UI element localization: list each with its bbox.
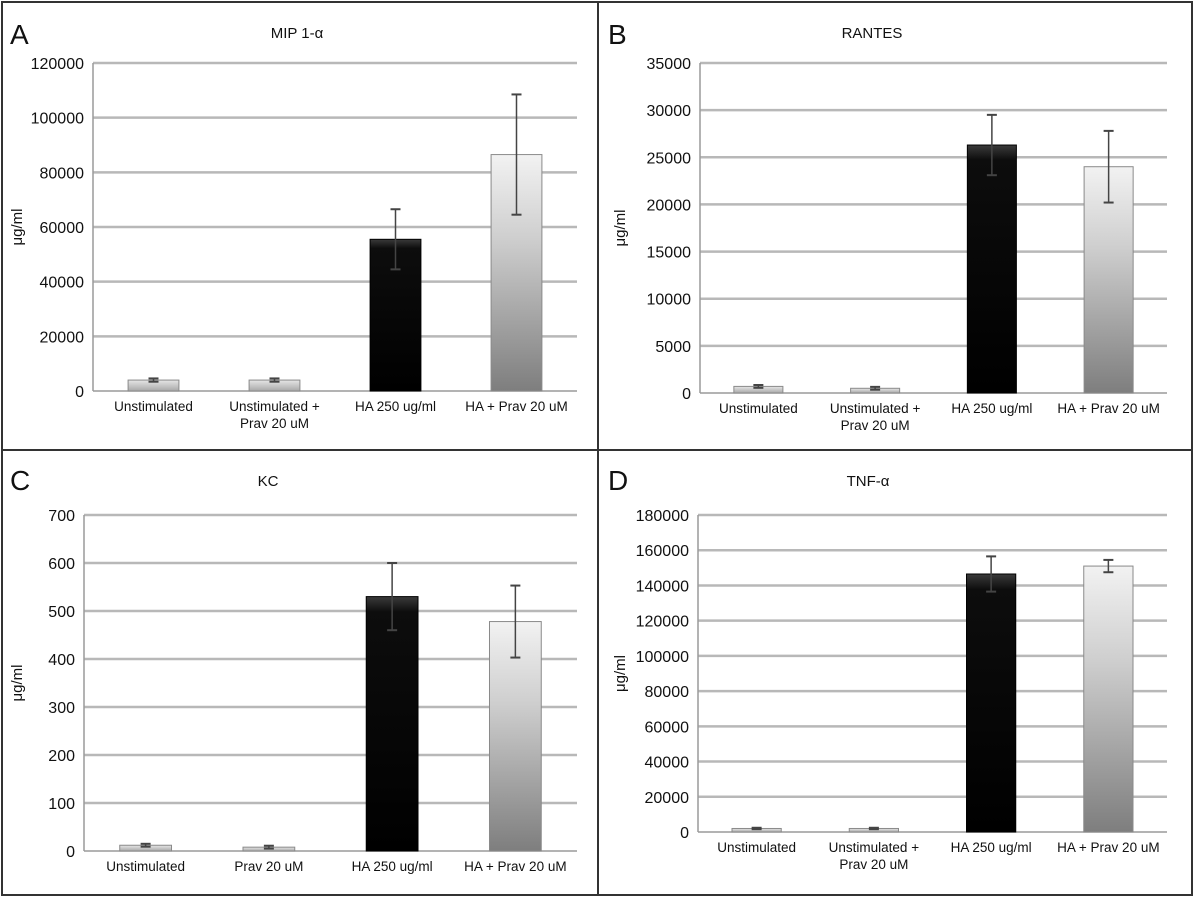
y-tick-label: 0 <box>680 825 689 842</box>
chart-panel-b: B RANTES μg/ml 0 5000 10000 15000 20000 25000 300… <box>597 1 1193 451</box>
y-tick-label: 80000 <box>645 684 690 701</box>
x-tick-label: Unstimulated <box>719 401 798 416</box>
x-tick-label: Unstimulated + <box>830 401 921 416</box>
y-tick-label: 80000 <box>40 165 85 182</box>
y-tick-label: 40000 <box>40 275 85 292</box>
y-tick-label: 120000 <box>31 56 84 73</box>
x-tick-label: HA 250 ug/ml <box>352 859 433 874</box>
chart-title: TNF-α <box>847 473 890 490</box>
chart-title: KC <box>258 473 279 490</box>
x-tick-label: Unstimulated <box>717 840 796 855</box>
y-tick-label: 120000 <box>636 614 689 631</box>
y-tick-label: 60000 <box>645 719 690 736</box>
bar <box>966 144 1017 394</box>
x-tick-label: Prav 20 uM <box>240 416 309 431</box>
y-axis-label: μg/ml <box>9 209 26 246</box>
y-tick-label: 35000 <box>647 56 692 73</box>
x-tick-label: HA 250 ug/ml <box>951 840 1032 855</box>
y-tick-label: 15000 <box>647 245 692 262</box>
y-tick-label: 10000 <box>647 292 692 309</box>
x-tick-label: Unstimulated <box>106 859 185 874</box>
x-tick-label: Prav 20 uM <box>841 418 910 433</box>
y-tick-label: 0 <box>75 384 84 401</box>
x-tick-label: HA 250 ug/ml <box>355 399 436 414</box>
chart-panel-d: D TNF-α μg/ml 0 20000 40000 60000 80000 100000 12… <box>597 449 1193 896</box>
y-tick-label: 100 <box>48 796 75 813</box>
bar <box>369 238 422 392</box>
y-tick-label: 20000 <box>647 197 692 214</box>
y-tick-label: 20000 <box>645 790 690 807</box>
panel-border <box>597 449 1193 896</box>
bar <box>966 573 1017 833</box>
y-tick-label: 30000 <box>647 103 692 120</box>
y-axis-label: μg/ml <box>612 210 629 247</box>
y-tick-label: 200 <box>48 748 75 765</box>
y-tick-label: 700 <box>48 508 75 525</box>
x-tick-label: HA + Prav 20 uM <box>464 859 566 874</box>
chart-panel-a: A MIP 1-α μg/ml 0 20000 40000 60000 80000 100000… <box>1 1 599 451</box>
y-tick-label: 40000 <box>645 755 690 772</box>
bar <box>1083 565 1134 833</box>
chart-panel-c: C KC μg/ml 0 100 200 300 400 500 600 700 Unstimulat… <box>1 449 599 896</box>
y-tick-label: 500 <box>48 604 75 621</box>
x-tick-label: Unstimulated + <box>829 840 920 855</box>
y-tick-label: 180000 <box>636 508 689 525</box>
panel-letter: D <box>608 465 628 496</box>
y-tick-label: 100000 <box>636 649 689 666</box>
bar <box>488 621 542 852</box>
y-axis-label: μg/ml <box>612 655 629 692</box>
chart-title: RANTES <box>842 25 903 42</box>
bar <box>365 596 419 852</box>
bar <box>1083 166 1134 394</box>
y-axis-label: μg/ml <box>9 665 26 702</box>
panel-letter: B <box>608 19 627 50</box>
x-tick-label: HA 250 ug/ml <box>951 401 1032 416</box>
y-tick-label: 20000 <box>40 329 85 346</box>
chart-title: MIP 1-α <box>271 25 324 42</box>
y-tick-label: 160000 <box>636 543 689 560</box>
y-tick-label: 60000 <box>40 220 85 237</box>
x-tick-label: HA + Prav 20 uM <box>1057 840 1159 855</box>
y-tick-label: 0 <box>682 386 691 403</box>
x-tick-label: Prav 20 uM <box>234 859 303 874</box>
y-tick-label: 140000 <box>636 578 689 595</box>
x-tick-label: HA + Prav 20 uM <box>465 399 567 414</box>
x-tick-label: Prav 20 uM <box>839 857 908 872</box>
panel-letter: C <box>10 465 30 496</box>
y-tick-label: 0 <box>66 844 75 861</box>
x-tick-label: Unstimulated <box>114 399 193 414</box>
x-tick-label: Unstimulated + <box>229 399 320 414</box>
y-tick-label: 5000 <box>655 339 691 356</box>
x-tick-label: HA + Prav 20 uM <box>1057 401 1159 416</box>
y-tick-label: 100000 <box>31 111 84 128</box>
y-tick-label: 400 <box>48 652 75 669</box>
y-tick-label: 600 <box>48 556 75 573</box>
panel-letter: A <box>10 19 29 50</box>
y-tick-label: 25000 <box>647 150 692 167</box>
y-tick-label: 300 <box>48 700 75 717</box>
